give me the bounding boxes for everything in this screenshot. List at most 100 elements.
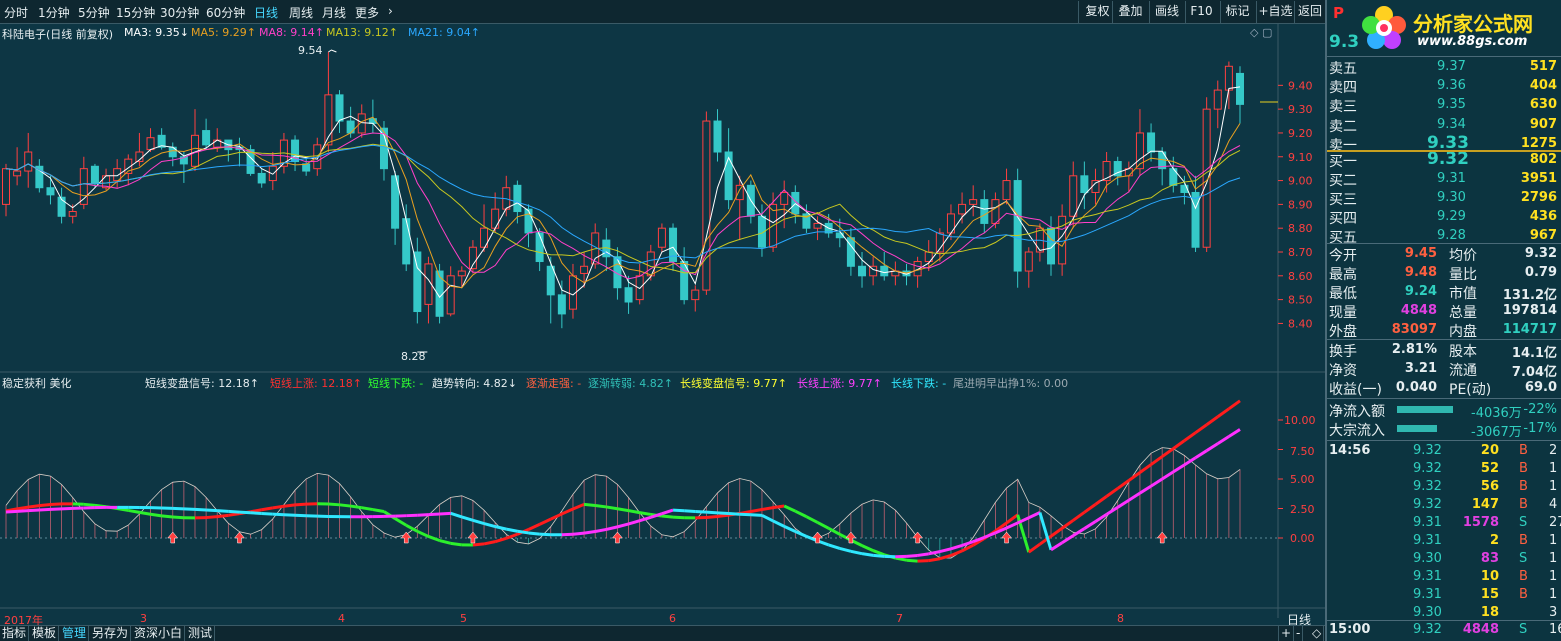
tick-price: 9.31 bbox=[1413, 533, 1442, 548]
tab-monthly[interactable]: 月线 bbox=[322, 6, 347, 20]
tab-15min[interactable]: 15分钟 bbox=[116, 6, 156, 20]
short-line-segment bbox=[595, 503, 607, 509]
candle-body bbox=[68, 211, 77, 217]
short-line-segment bbox=[1105, 487, 1119, 498]
tab-60min[interactable]: 60分钟 bbox=[206, 6, 246, 20]
tab-more[interactable]: 更多 bbox=[355, 6, 380, 20]
period-toolbar: 分时 1分钟 5分钟 15分钟 30分钟 60分钟 日线 周线 月线 更多 › … bbox=[0, 0, 1325, 24]
candle-body bbox=[2, 168, 10, 205]
logo-text: 分析家公式网 bbox=[1413, 12, 1533, 36]
tab-fenshi[interactable]: 分时 bbox=[4, 6, 29, 20]
short-line-segment bbox=[1094, 495, 1108, 506]
ind-axis-5: 5.00 bbox=[1290, 473, 1315, 486]
tab-save-as[interactable]: 另存为 bbox=[90, 626, 132, 641]
fuquan-button[interactable]: 复权 bbox=[1078, 1, 1116, 23]
candle-body bbox=[657, 227, 666, 248]
candle-body bbox=[1002, 180, 1011, 201]
buy-price: 9.28 bbox=[1437, 228, 1466, 243]
high-annotation-line bbox=[328, 49, 337, 53]
long-line-segment bbox=[1116, 498, 1130, 509]
price-axis-label: 8.90 bbox=[1288, 198, 1313, 211]
long-line-segment bbox=[272, 512, 285, 517]
flow-bar bbox=[1397, 406, 1453, 413]
stat-value: 83097 bbox=[1391, 322, 1437, 337]
zoom-out-icon[interactable]: - bbox=[1294, 626, 1304, 641]
short-line-segment bbox=[228, 512, 240, 517]
candle-body bbox=[146, 137, 155, 151]
long-line-segment bbox=[28, 508, 40, 513]
logo-badge: 分析家公式网 www.88gs.com bbox=[1357, 2, 1561, 54]
price-axis-label: 9.10 bbox=[1288, 151, 1313, 164]
candle-body bbox=[624, 287, 633, 303]
candle-body bbox=[57, 196, 66, 217]
candle-body bbox=[580, 265, 589, 274]
flow-value: -3067万 bbox=[1471, 425, 1522, 440]
back-button[interactable]: 返回 bbox=[1294, 1, 1325, 23]
stat-label: 总量 bbox=[1449, 305, 1477, 321]
candle-body bbox=[680, 261, 689, 301]
p-icon[interactable]: P bbox=[1333, 4, 1344, 22]
stat-value: 0.040 bbox=[1395, 380, 1437, 395]
tab-daily[interactable]: 日线 bbox=[254, 6, 279, 20]
add-favorite-button[interactable]: +自选 bbox=[1256, 1, 1294, 23]
candle-body bbox=[179, 156, 188, 165]
tab-weekly[interactable]: 周线 bbox=[289, 6, 314, 20]
tick-side: B bbox=[1519, 479, 1528, 494]
last-tick-count: 168 bbox=[1549, 622, 1561, 637]
tab-senior[interactable]: 资深小白 bbox=[132, 626, 186, 641]
quote-panel: P 9.3 分析家公式网 www.88gs.com 卖五 9.37 517 卖四 9.3… bbox=[1325, 0, 1561, 641]
long-line-segment bbox=[972, 536, 985, 544]
draw-line-button[interactable]: 画线 bbox=[1149, 1, 1184, 23]
short-line-segment bbox=[805, 515, 819, 524]
tab-30min[interactable]: 30分钟 bbox=[160, 6, 200, 20]
candle-body bbox=[46, 187, 55, 196]
stat-label: 现量 bbox=[1329, 305, 1357, 321]
chart-corner-icon[interactable]: ◇ ▢ bbox=[1250, 26, 1273, 39]
short-line-segment bbox=[561, 507, 574, 516]
f10-button[interactable]: F10 bbox=[1185, 1, 1217, 23]
sell-level-label: 卖三 bbox=[1329, 99, 1357, 116]
indicator-name: 稳定获利 美化 bbox=[2, 377, 72, 390]
candle-body bbox=[480, 227, 489, 248]
candle-body bbox=[413, 251, 422, 313]
candle-body bbox=[13, 170, 22, 177]
ind-axis-2.5: 2.50 bbox=[1290, 503, 1315, 516]
short-line-segment bbox=[628, 509, 640, 515]
period-label[interactable]: 日线 bbox=[1287, 613, 1312, 627]
logo-url: www.88gs.com bbox=[1417, 34, 1528, 49]
candle-body bbox=[635, 275, 644, 301]
long-line-segment bbox=[1150, 477, 1163, 488]
candle-body bbox=[491, 208, 500, 229]
short-line-segment bbox=[639, 511, 652, 516]
short-line-segment bbox=[772, 504, 785, 510]
stat-value: 3.21 bbox=[1404, 361, 1437, 376]
mark-button[interactable]: 标记 bbox=[1220, 1, 1254, 23]
candle-body bbox=[869, 265, 878, 277]
candle-body bbox=[446, 275, 455, 315]
sell-level-label: 卖二 bbox=[1329, 118, 1357, 135]
zoom-in-icon[interactable]: + bbox=[1278, 626, 1295, 641]
tab-test[interactable]: 测试 bbox=[186, 626, 216, 641]
short-line-segment bbox=[1005, 513, 1019, 525]
tab-indicator[interactable]: 指标 bbox=[0, 626, 30, 641]
overlay-button[interactable]: 叠加 bbox=[1112, 1, 1148, 23]
stat-value: 69.0 bbox=[1524, 380, 1557, 395]
price-axis-label: 8.40 bbox=[1288, 317, 1313, 330]
tab-template[interactable]: 模板 bbox=[30, 626, 60, 641]
short-line-segment bbox=[128, 508, 140, 514]
long-line-segment bbox=[1083, 520, 1097, 530]
buy-volume: 2796 bbox=[1520, 190, 1557, 205]
tab-manage[interactable]: 管理 bbox=[60, 626, 90, 641]
short-line-segment bbox=[150, 512, 162, 518]
tick-count: 1 bbox=[1549, 533, 1558, 548]
diamond-icon[interactable]: ◇ bbox=[1310, 626, 1325, 641]
short-line-segment bbox=[661, 514, 674, 519]
price-axis-label: 8.50 bbox=[1288, 294, 1313, 307]
buy-arrow-icon bbox=[400, 531, 412, 544]
more-arrow-icon[interactable]: › bbox=[388, 4, 393, 18]
tab-5min[interactable]: 5分钟 bbox=[78, 6, 110, 20]
candle-body bbox=[880, 265, 889, 277]
buy-arrow-icon bbox=[611, 531, 623, 544]
candle-body bbox=[958, 203, 967, 215]
tab-1min[interactable]: 1分钟 bbox=[38, 6, 70, 20]
